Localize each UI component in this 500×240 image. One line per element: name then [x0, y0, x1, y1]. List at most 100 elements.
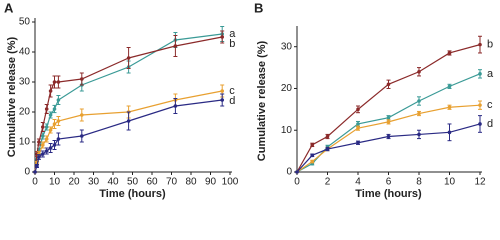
data-point — [80, 77, 84, 81]
data-point — [33, 170, 37, 174]
data-point — [41, 134, 45, 138]
data-point — [310, 159, 315, 164]
series-line — [296, 73, 481, 173]
x-tick-label: 30 — [88, 177, 100, 188]
data-point — [56, 80, 61, 84]
series-line — [296, 123, 481, 173]
data-point — [220, 35, 224, 39]
data-point — [52, 122, 57, 126]
series-label: d — [487, 118, 493, 130]
x-tick-label: 6 — [386, 177, 392, 188]
y-tick-label: 50 — [19, 17, 31, 28]
series-label: d — [229, 95, 235, 107]
series-label: c — [487, 99, 493, 111]
x-tick-label: 60 — [146, 177, 158, 188]
y-axis-label: Cumulative release (%) — [256, 40, 268, 161]
x-tick-label: 10 — [49, 177, 61, 188]
data-point — [386, 134, 391, 139]
data-point — [220, 89, 224, 93]
y-tick-label: 0 — [286, 167, 292, 178]
x-tick-label: 12 — [474, 177, 486, 188]
data-point — [386, 115, 391, 120]
data-point — [386, 82, 391, 87]
data-point — [126, 56, 131, 60]
x-tick-label: 0 — [32, 177, 38, 188]
data-point — [295, 170, 299, 174]
x-tick-label: 80 — [185, 177, 197, 188]
data-point — [37, 155, 41, 159]
y-tick-label: 30 — [19, 77, 31, 88]
x-tick-label: 50 — [127, 177, 139, 188]
series-label: a — [229, 28, 236, 40]
y-tick-label: 10 — [281, 125, 293, 136]
data-point — [48, 89, 53, 93]
data-point — [80, 134, 84, 138]
data-point — [478, 42, 482, 47]
x-tick-label: 40 — [107, 177, 119, 188]
y-axis-label: Cumulative release (%) — [6, 36, 18, 157]
y-tick-label: 40 — [19, 47, 31, 58]
data-point — [52, 80, 57, 84]
data-point — [417, 111, 421, 116]
data-point — [478, 72, 482, 76]
data-point — [41, 125, 45, 129]
data-point — [310, 153, 315, 158]
x-tick-label: 4 — [355, 177, 361, 188]
data-point — [447, 84, 452, 89]
data-point — [44, 149, 49, 153]
x-axis-label: Time (hours) — [99, 188, 166, 200]
data-point — [52, 107, 57, 111]
x-tick-label: 20 — [68, 177, 80, 188]
series-line — [296, 44, 481, 173]
series-label: a — [487, 68, 494, 80]
data-point — [417, 132, 421, 137]
data-point — [126, 119, 131, 123]
data-point — [356, 122, 360, 126]
data-point — [44, 107, 49, 111]
data-point — [325, 134, 330, 139]
series-line — [296, 104, 481, 173]
y-tick-label: 10 — [19, 137, 31, 148]
data-point — [48, 128, 53, 132]
data-point — [35, 164, 39, 168]
x-tick-label: 90 — [205, 177, 217, 188]
data-point — [48, 146, 53, 150]
y-tick-label: 30 — [281, 41, 293, 52]
x-axis-label: Time (hours) — [355, 188, 422, 200]
data-point — [356, 107, 360, 112]
data-point — [48, 113, 53, 117]
y-tick-label: 0 — [24, 167, 30, 178]
y-tick-label: 20 — [281, 83, 293, 94]
data-point — [447, 51, 452, 55]
data-point — [37, 140, 41, 144]
data-point — [52, 143, 57, 147]
x-tick-label: 2 — [325, 177, 331, 188]
data-point — [173, 104, 178, 108]
panel-label: B — [254, 0, 263, 15]
data-point — [44, 137, 49, 141]
data-point — [56, 98, 61, 102]
data-point — [325, 147, 330, 151]
data-point — [80, 113, 84, 117]
data-point — [356, 126, 360, 130]
data-point — [447, 105, 452, 110]
data-point — [478, 103, 482, 107]
x-tick-label: 8 — [416, 177, 422, 188]
data-point — [386, 120, 391, 124]
data-point — [478, 122, 482, 126]
series-label: c — [229, 85, 235, 97]
x-tick-label: 0 — [294, 177, 300, 188]
data-point — [56, 119, 61, 123]
data-point — [173, 44, 178, 48]
data-point — [310, 143, 315, 147]
data-point — [356, 140, 360, 145]
data-point — [447, 130, 452, 135]
data-point — [220, 98, 224, 102]
data-point — [56, 137, 61, 141]
panel-label: A — [4, 0, 14, 15]
data-point — [417, 69, 421, 74]
data-point — [417, 99, 421, 103]
series-label: b — [229, 38, 235, 50]
x-tick-label: 100 — [222, 177, 239, 188]
